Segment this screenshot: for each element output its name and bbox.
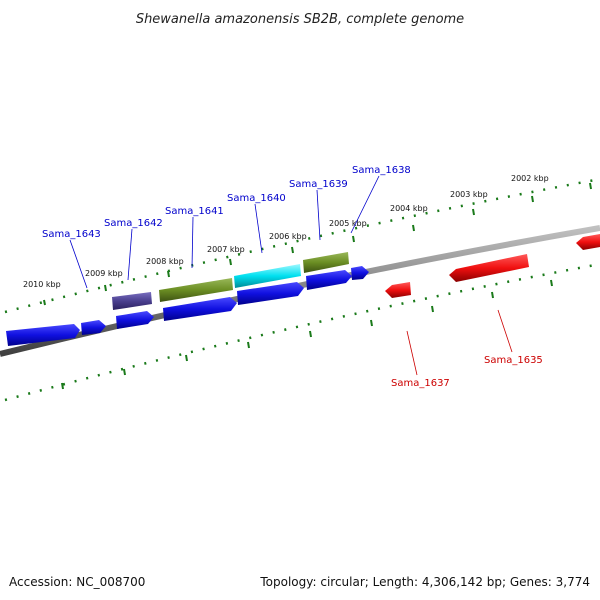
gene-box-cyan: [234, 264, 301, 288]
forward-gene-labels: Sama_1643 Sama_1642 Sama_1641 Sama_1640 …: [42, 165, 411, 240]
ruler-label-2005: 2005 kbp: [329, 219, 367, 228]
forward-label-leaders: [69, 175, 380, 289]
gene-label-sama-1637: Sama_1637: [391, 378, 450, 389]
ruler-label-2008: 2008 kbp: [146, 257, 184, 266]
ruler-label-2007: 2007 kbp: [207, 245, 245, 254]
gene-arrow-reverse: [385, 282, 411, 298]
ruler-label-2002: 2002 kbp: [511, 174, 549, 183]
gene-arrow-forward: [81, 320, 106, 335]
forward-outer-genes: [112, 252, 349, 310]
map-title: Shewanella amazonensis SB2B, complete ge…: [136, 12, 464, 27]
inner-ruler-dots: [4, 263, 596, 402]
reverse-gene-labels: Sama_1637 Sama_1635: [391, 355, 543, 389]
gene-box-purple: [112, 292, 152, 310]
ruler-label-2004: 2004 kbp: [390, 204, 428, 213]
gene-arrow-forward: [116, 311, 154, 329]
reverse-label-leaders: [406, 309, 513, 376]
outer-ruler: [4, 178, 596, 314]
gene-label-sama-1643: Sama_1643: [42, 229, 101, 240]
forward-blue-genes: [6, 266, 369, 346]
ruler-label-2009: 2009 kbp: [85, 269, 123, 278]
outer-ruler-major-ticks: [43, 182, 592, 306]
gene-label-sama-1640: Sama_1640: [227, 193, 286, 204]
gene-arrow-forward: [163, 297, 237, 321]
ruler-label-2010: 2010 kbp: [23, 280, 61, 289]
gene-label-sama-1641: Sama_1641: [165, 206, 224, 217]
ruler-labels: 2010 kbp 2009 kbp 2008 kbp 2007 kbp 2006…: [23, 174, 549, 289]
gene-label-sama-1635: Sama_1635: [484, 355, 543, 366]
gene-arrow-forward: [351, 266, 369, 280]
inner-ruler-major-ticks: [61, 279, 553, 390]
gene-box-green: [159, 278, 233, 302]
gene-label-sama-1639: Sama_1639: [289, 179, 348, 190]
ruler-label-2003: 2003 kbp: [450, 190, 488, 199]
inner-ruler: [4, 263, 596, 402]
gene-arrow-reverse: [449, 254, 529, 282]
gene-label-sama-1638: Sama_1638: [352, 165, 411, 176]
outer-ruler-dots: [4, 178, 596, 314]
gene-label-sama-1642: Sama_1642: [104, 218, 163, 229]
gene-arrow-forward: [306, 270, 352, 290]
reverse-red-genes: [385, 234, 600, 298]
gene-arrow-forward: [237, 282, 304, 305]
gene-box-green: [303, 252, 349, 273]
gene-arrow-reverse: [576, 234, 600, 250]
ruler-label-2006: 2006 kbp: [269, 232, 307, 241]
gene-arrow-forward: [6, 324, 80, 346]
topology-text: Topology: circular; Length: 4,306,142 bp…: [259, 575, 590, 589]
accession-text: Accession: NC_008700: [9, 575, 145, 589]
